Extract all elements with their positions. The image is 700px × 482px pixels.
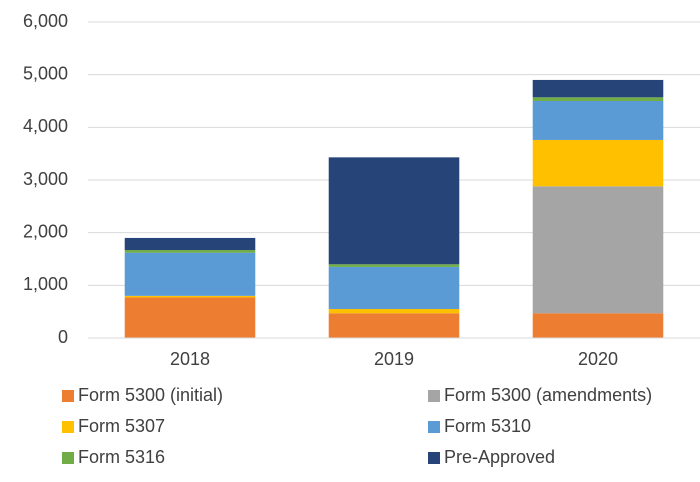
bar-segment — [532, 101, 664, 140]
y-tick-label: 5,000 — [23, 63, 68, 83]
bar-segment — [532, 139, 664, 187]
bar-segment — [532, 97, 664, 101]
bar-segment — [124, 295, 256, 298]
y-tick-label: 3,000 — [23, 169, 68, 189]
legend-swatch — [428, 421, 440, 433]
y-tick-label: 0 — [58, 327, 68, 347]
bar-segment — [124, 252, 256, 296]
legend-swatch — [62, 421, 74, 433]
bar-segment — [532, 186, 664, 314]
y-tick-label: 6,000 — [23, 11, 68, 31]
legend-label: Form 5300 (amendments) — [444, 385, 652, 405]
legend-label: Form 5300 (initial) — [78, 385, 223, 405]
legend-swatch — [428, 390, 440, 402]
y-tick-label: 4,000 — [23, 116, 68, 136]
bar-segment — [124, 237, 256, 251]
x-tick-label: 2020 — [578, 349, 618, 369]
bar-segment — [124, 297, 256, 338]
legend-label: Form 5316 — [78, 447, 165, 467]
legend-swatch — [428, 452, 440, 464]
legend-label: Form 5310 — [444, 416, 531, 436]
bar-segment — [328, 309, 460, 314]
y-tick-label: 1,000 — [23, 274, 68, 294]
bar-segment — [532, 79, 664, 98]
bar-segment — [124, 250, 256, 253]
x-tick-label: 2019 — [374, 349, 414, 369]
bar-segment — [532, 313, 664, 338]
y-tick-label: 2,000 — [23, 221, 68, 241]
legend-label: Pre-Approved — [444, 447, 555, 467]
legend-swatch — [62, 452, 74, 464]
bar-segment — [328, 313, 460, 338]
x-tick-label: 2018 — [170, 349, 210, 369]
bar-segment — [328, 157, 460, 265]
legend-swatch — [62, 390, 74, 402]
legend-label: Form 5307 — [78, 416, 165, 436]
bar-segment — [328, 264, 460, 267]
bar-segment — [328, 266, 460, 310]
